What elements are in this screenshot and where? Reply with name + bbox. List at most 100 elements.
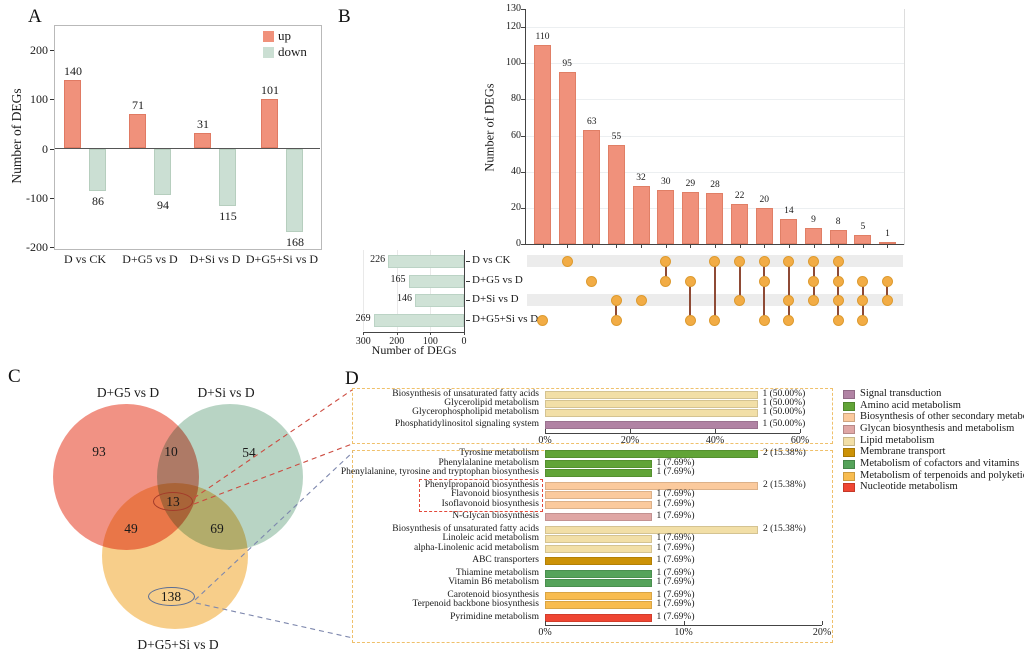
pathway-count-label: 1 (7.69%): [656, 498, 695, 509]
intersection-value-label: 30: [660, 176, 671, 187]
venn-set-title-si: D+Si vs D: [197, 385, 255, 400]
y-tick-label: 130: [506, 2, 521, 14]
legend-swatch: [843, 424, 855, 434]
set-tick-label: 100: [422, 336, 438, 347]
set-label-tick: [466, 261, 470, 262]
legend-up-swatch: [263, 31, 274, 42]
matrix-dot: [857, 314, 869, 326]
pathway-count-label: 1 (7.69%): [656, 555, 695, 565]
matrix-dot: [734, 255, 746, 267]
x-tick-mark: [800, 429, 801, 433]
y-tick-mark: [521, 135, 525, 137]
panel-d-kegg-enrichment: Biosynthesis of unsaturated fatty acids 1…: [341, 380, 1024, 661]
x-category-label: D+Si vs D: [189, 252, 241, 266]
pathway-label: Phenylpropanoid biosynthesis: [424, 479, 539, 490]
intersection-value-label: 14: [784, 205, 794, 216]
venn-count-g5-only: 93: [92, 444, 106, 459]
highlight-ellipse-13: [153, 492, 193, 511]
legend-up-label: up: [278, 28, 291, 43]
x-tick-mark: [683, 621, 685, 625]
legend-swatch: [843, 401, 855, 411]
matrix-connector: [713, 261, 716, 320]
legend-label: Nucleotide metabolism: [860, 481, 958, 493]
intersection-bar: [731, 204, 749, 244]
y-tick-label: 80: [511, 93, 521, 105]
x-tick-mark: [641, 245, 643, 248]
x-tick-label: 20%: [812, 627, 832, 638]
pathway-bar: [545, 569, 652, 578]
intersection-bar: [632, 186, 650, 244]
pathway-label: Phosphatidylinositol signaling system: [394, 419, 539, 429]
y-tick-mark: [521, 63, 525, 65]
intersection-value-label: 20: [759, 194, 770, 205]
set-name-label: D+G5+Si vs D: [472, 313, 539, 325]
legend-swatch: [843, 448, 855, 458]
matrix-connector: [763, 261, 766, 320]
up-bar: [64, 79, 81, 149]
up-bar: [129, 113, 146, 149]
zero-line: [55, 148, 320, 149]
matrix-dot: [758, 255, 770, 267]
legend-swatch: [843, 390, 855, 399]
pathway-bar: [545, 525, 758, 534]
intersection-bar: [558, 72, 576, 244]
matrix-connector: [886, 281, 889, 300]
set-tick-mark: [396, 332, 398, 335]
x-tick-label: 40%: [705, 435, 725, 446]
x-tick-label: 0%: [538, 627, 552, 638]
y-tick-label: 120: [506, 21, 521, 33]
pathway-bar: [545, 400, 758, 408]
pathway-bar: [545, 601, 652, 609]
pathway-count-label: 1 (7.69%): [656, 589, 695, 600]
pathway-count-label: 2 (15.38%): [763, 448, 806, 458]
pathway-count-label: 2 (15.38%): [763, 479, 806, 490]
panel-b-label: B: [338, 6, 351, 27]
set-size-bar: [388, 254, 464, 268]
y-tick-label: -100: [26, 190, 48, 205]
matrix-dot: [610, 314, 622, 326]
matrix-dot: [610, 294, 622, 306]
panel-c-label: C: [8, 366, 21, 387]
set-size-label: 146: [396, 293, 412, 304]
set-axis-vline: [464, 250, 465, 332]
pathway-count-label: 1 (7.69%): [656, 489, 695, 499]
pathway-count-label: 1 (50.00%): [762, 398, 806, 408]
venn-count-g5-si: 10: [164, 444, 178, 459]
matrix-dot: [537, 314, 548, 326]
matrix-dot: [783, 294, 795, 306]
venn-count-g5-g5si: 49: [124, 521, 138, 536]
pathway-bar: [545, 535, 652, 543]
set-tick-mark: [464, 332, 465, 335]
matrix-connector: [689, 281, 692, 320]
venn-set-title-g5: D+G5 vs D: [96, 385, 160, 400]
y-tick-mark: [50, 148, 54, 150]
matrix-connector: [837, 261, 840, 320]
x-tick-mark: [616, 245, 618, 248]
gridline: [526, 171, 904, 173]
panel-a-label: A: [28, 6, 42, 27]
intersection-bar: [607, 144, 625, 244]
pathway-count-label: 2 (15.38%): [763, 523, 806, 534]
x-tick-mark: [764, 245, 766, 248]
panel-d-label: D: [345, 368, 359, 389]
pathway-label: Biosynthesis of unsaturated fatty acids: [392, 523, 539, 534]
up-bar: [261, 98, 278, 149]
x-axis-line: [545, 433, 800, 434]
intersection-value-label: 9: [811, 214, 816, 225]
y-tick-label: -200: [26, 240, 48, 254]
matrix-dot: [709, 255, 721, 267]
x-tick-mark: [862, 245, 864, 248]
y-axis-title: Number of DEGs: [482, 83, 497, 172]
pathway-label: Glycerolipid metabolism: [444, 398, 539, 408]
y-tick-mark: [521, 99, 525, 101]
pathway-label: Glycerophospholipid metabolism: [412, 407, 539, 417]
pathway-label: Biosynthesis of unsaturated fatty acids: [392, 389, 539, 399]
matrix-dot: [758, 275, 770, 287]
intersection-value-label: 110: [535, 32, 550, 43]
down-value-label: 115: [219, 208, 237, 223]
matrix-dot: [881, 294, 893, 306]
intersection-bar: [854, 234, 872, 244]
matrix-connector: [738, 261, 741, 300]
plot-frame: [54, 25, 322, 250]
pathway-bar: [545, 544, 652, 553]
